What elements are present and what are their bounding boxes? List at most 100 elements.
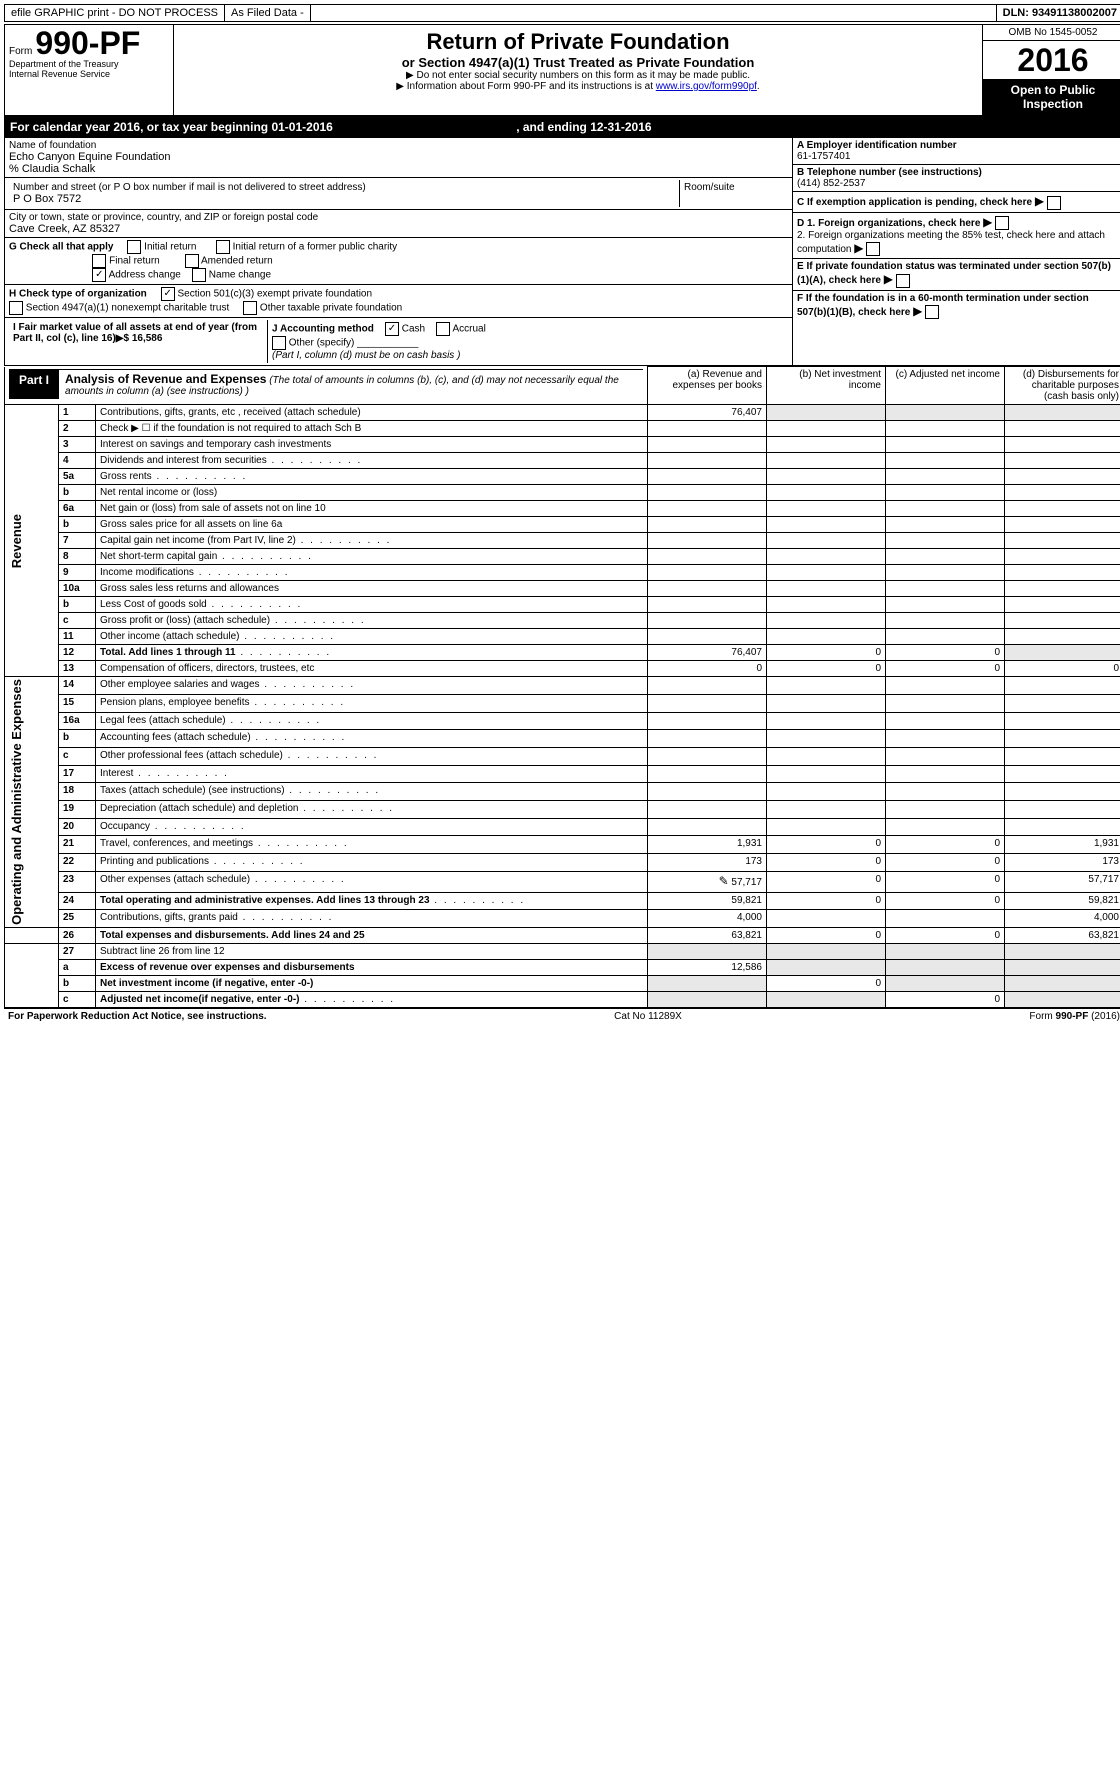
row-val-a: 76,407 xyxy=(648,405,767,421)
row-desc: Contributions, gifts, grants paid xyxy=(96,910,648,928)
amended-label: Amended return xyxy=(201,256,273,267)
row-desc: Capital gain net income (from Part IV, l… xyxy=(96,533,648,549)
initial-former-checkbox[interactable] xyxy=(216,240,230,254)
phone-cell: B Telephone number (see instructions) (4… xyxy=(793,165,1120,192)
irs-link[interactable]: www.irs.gov/form990pf xyxy=(656,81,757,92)
table-row: 20Occupancy xyxy=(5,818,1120,836)
room-label: Room/suite xyxy=(684,182,784,193)
other-taxable-label: Other taxable private foundation xyxy=(260,303,402,314)
tax-year: 2016 xyxy=(983,41,1120,79)
d-cell: D 1. Foreign organizations, check here ▶… xyxy=(793,213,1120,260)
table-row: Revenue 1 Contributions, gifts, grants, … xyxy=(5,405,1120,421)
table-row: 10aGross sales less returns and allowanc… xyxy=(5,581,1120,597)
info-left: Name of foundation Echo Canyon Equine Fo… xyxy=(5,138,792,365)
row-desc: Gross rents xyxy=(96,469,648,485)
table-row: 16aLegal fees (attach schedule) xyxy=(5,712,1120,730)
form-header: Form 990-PF Department of the Treasury I… xyxy=(4,24,1120,117)
table-row: 24Total operating and administrative exp… xyxy=(5,892,1120,910)
amended-checkbox[interactable] xyxy=(185,254,199,268)
phone-label: B Telephone number (see instructions) xyxy=(797,167,982,178)
c-checkbox[interactable] xyxy=(1047,196,1061,210)
arrow-icon: ▶ xyxy=(854,241,863,255)
pencil-icon[interactable]: ✎ xyxy=(719,874,729,888)
table-row: 21Travel, conferences, and meetings1,931… xyxy=(5,836,1120,854)
col-a-header: (a) Revenue and expenses per books xyxy=(648,367,767,405)
table-row: 15Pension plans, employee benefits xyxy=(5,695,1120,713)
address-change-checkbox[interactable] xyxy=(92,268,106,282)
row-desc: Net short-term capital gain xyxy=(96,549,648,565)
table-row: 22Printing and publications17300173 xyxy=(5,854,1120,872)
row-desc: Printing and publications xyxy=(96,854,648,872)
name-cell: Name of foundation Echo Canyon Equine Fo… xyxy=(5,138,792,178)
table-row: bNet rental income or (loss) xyxy=(5,485,1120,501)
c-label: C If exemption application is pending, c… xyxy=(797,197,1032,208)
e-checkbox[interactable] xyxy=(896,274,910,288)
g-label: G Check all that apply xyxy=(9,242,113,253)
addr-label: Number and street (or P O box number if … xyxy=(13,182,675,193)
row-desc: Travel, conferences, and meetings xyxy=(96,836,648,854)
table-row: bGross sales price for all assets on lin… xyxy=(5,517,1120,533)
table-row: 11Other income (attach schedule) xyxy=(5,629,1120,645)
other-taxable-checkbox[interactable] xyxy=(243,301,257,315)
row-desc: Less Cost of goods sold xyxy=(96,597,648,613)
instr1: ▶ Do not enter social security numbers o… xyxy=(178,70,978,81)
table-row: 12Total. Add lines 1 through 1176,40700 xyxy=(5,645,1120,661)
table-row: 7Capital gain net income (from Part IV, … xyxy=(5,533,1120,549)
row-desc: Interest on savings and temporary cash i… xyxy=(96,437,648,453)
row-desc: Other employee salaries and wages xyxy=(96,677,648,695)
4947-label: Section 4947(a)(1) nonexempt charitable … xyxy=(26,303,229,314)
col-c-header: (c) Adjusted net income xyxy=(886,367,1005,405)
name-label: Name of foundation xyxy=(9,140,788,151)
d1-checkbox[interactable] xyxy=(995,216,1009,230)
ein-cell: A Employer identification number 61-1757… xyxy=(793,138,1120,165)
table-row: 18Taxes (attach schedule) (see instructi… xyxy=(5,783,1120,801)
table-row: 17Interest xyxy=(5,765,1120,783)
name-change-checkbox[interactable] xyxy=(192,268,206,282)
d2-checkbox[interactable] xyxy=(866,242,880,256)
row-desc: Interest xyxy=(96,765,648,783)
g-check-cell: G Check all that apply Initial return In… xyxy=(5,238,792,285)
table-row: 2Check ▶ ☐ if the foundation is not requ… xyxy=(5,421,1120,437)
cal-begin: 01-01-2016 xyxy=(271,120,332,134)
dln-label: DLN: 93491138002007 xyxy=(997,5,1120,21)
table-row: bNet investment income (if negative, ent… xyxy=(5,976,1120,992)
initial-former-label: Initial return of a former public charit… xyxy=(233,242,398,253)
table-row: 3Interest on savings and temporary cash … xyxy=(5,437,1120,453)
arrow-icon: ▶ xyxy=(913,304,922,318)
table-row: 27Subtract line 26 from line 12 xyxy=(5,944,1120,960)
table-row: 25Contributions, gifts, grants paid4,000… xyxy=(5,910,1120,928)
other-method-label: Other (specify) xyxy=(289,338,355,349)
footer: For Paperwork Reduction Act Notice, see … xyxy=(4,1008,1120,1024)
row-desc: Income modifications xyxy=(96,565,648,581)
final-return-checkbox[interactable] xyxy=(92,254,106,268)
row-desc: Excess of revenue over expenses and disb… xyxy=(100,962,355,973)
row-desc: Accounting fees (attach schedule) xyxy=(96,730,648,748)
accrual-checkbox[interactable] xyxy=(436,322,450,336)
table-row: 9Income modifications xyxy=(5,565,1120,581)
revenue-side-label: Revenue xyxy=(9,514,24,568)
f-checkbox[interactable] xyxy=(925,305,939,319)
open-public-badge: Open to Public Inspection xyxy=(983,79,1120,115)
other-method-checkbox[interactable] xyxy=(272,336,286,350)
e-cell: E If private foundation status was termi… xyxy=(793,259,1120,290)
top-bar: efile GRAPHIC print - DO NOT PROCESS As … xyxy=(4,4,1120,22)
form-number: 990-PF xyxy=(35,25,140,61)
i-j-cell: I Fair market value of all assets at end… xyxy=(5,318,792,365)
501c3-checkbox[interactable] xyxy=(161,287,175,301)
row-desc: Contributions, gifts, grants, etc , rece… xyxy=(96,405,648,421)
row-desc: Net rental income or (loss) xyxy=(96,485,648,501)
irs-label: Internal Revenue Service xyxy=(9,69,169,79)
cal-end: 12-31-2016 xyxy=(590,120,651,134)
h-label: H Check type of organization xyxy=(9,289,147,300)
year-box: OMB No 1545-0052 2016 Open to Public Ins… xyxy=(982,25,1120,115)
initial-return-checkbox[interactable] xyxy=(127,240,141,254)
table-row: cAdjusted net income(if negative, enter … xyxy=(5,992,1120,1008)
table-row: 8Net short-term capital gain xyxy=(5,549,1120,565)
final-label: Final return xyxy=(109,256,160,267)
arrow-icon: ▶ xyxy=(1035,194,1044,208)
row-desc: Dividends and interest from securities xyxy=(96,453,648,469)
4947-checkbox[interactable] xyxy=(9,301,23,315)
initial-label: Initial return xyxy=(144,242,196,253)
table-row: 26Total expenses and disbursements. Add … xyxy=(5,928,1120,944)
cash-checkbox[interactable] xyxy=(385,322,399,336)
